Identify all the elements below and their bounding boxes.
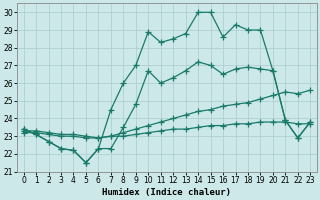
X-axis label: Humidex (Indice chaleur): Humidex (Indice chaleur) — [102, 188, 231, 197]
